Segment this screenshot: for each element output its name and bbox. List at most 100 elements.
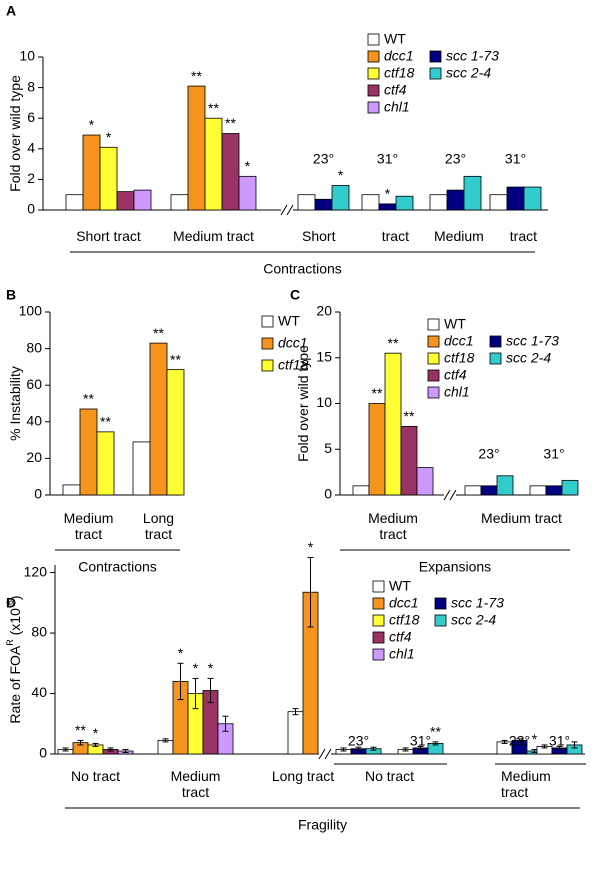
significance: ** — [83, 391, 94, 407]
y-axis-label-part: (x10 — [7, 608, 23, 639]
legend-swatch — [434, 614, 447, 627]
y-tick-label: 120 — [24, 563, 48, 579]
legend-label: ctf4 — [389, 629, 412, 645]
significance: ** — [208, 100, 219, 116]
x-tick-label: Short tract — [76, 228, 141, 244]
error-bar — [402, 747, 409, 752]
y-axis-label-part: Rate of FOA — [7, 645, 23, 723]
span-label: Short tract — [302, 228, 409, 244]
legend-swatch — [367, 50, 380, 63]
error-bar — [556, 745, 563, 750]
bar — [132, 441, 151, 496]
y-axis-label-part: R — [5, 639, 15, 646]
temperature-label: 31° — [377, 151, 398, 167]
y-tick-label: 40 — [26, 413, 42, 429]
bar — [400, 425, 418, 496]
y-tick-label: 5 — [324, 440, 332, 456]
bar — [297, 194, 316, 211]
legend-label: dcc1 — [444, 333, 474, 349]
legend-label: chl1 — [384, 99, 410, 115]
section-label: Fragility — [298, 817, 347, 833]
bar — [506, 186, 525, 211]
temperature-label: 23° — [445, 151, 466, 167]
bar — [496, 475, 514, 496]
bar — [378, 203, 397, 211]
significance: * — [93, 725, 99, 741]
x-tick-label: Medium tract — [63, 510, 114, 542]
significance: ** — [404, 408, 415, 424]
x-tick-label: Medium tract — [368, 510, 418, 542]
y-axis-label-part: ) — [7, 595, 23, 600]
bar — [352, 485, 370, 496]
y-tick-label: 2 — [27, 170, 35, 186]
bar — [480, 485, 498, 496]
legend-swatch — [367, 67, 380, 80]
bar — [395, 195, 414, 211]
temperature-label: 31° — [505, 151, 526, 167]
axis-break — [443, 489, 451, 501]
error-bar — [222, 715, 229, 732]
y-tick-label: 20 — [26, 449, 42, 465]
bar — [314, 198, 333, 211]
significance: * — [193, 660, 199, 676]
bar — [523, 186, 542, 211]
y-tick-label: 80 — [26, 339, 42, 355]
legend-label: scc 1-73 — [446, 48, 499, 64]
bar — [464, 485, 482, 496]
y-axis-label-part: -6 — [5, 600, 15, 608]
y-axis-label: Rate of FOAR (x10-6) — [5, 595, 22, 723]
error-bar — [207, 677, 214, 704]
error-bar — [192, 677, 199, 710]
error-bar — [92, 742, 99, 747]
bar — [149, 342, 168, 496]
y-tick-label: 10 — [19, 48, 35, 64]
legend-swatch — [372, 580, 385, 593]
y-axis-label: Fold over wild type — [295, 345, 311, 462]
legend-swatch — [489, 352, 502, 365]
error-bar — [355, 746, 362, 751]
legend-label: dcc1 — [384, 48, 414, 64]
legend-label: scc 2-4 — [451, 612, 496, 628]
bar — [187, 85, 206, 211]
span-label: Medium tract — [481, 510, 562, 526]
axis-break — [449, 489, 457, 501]
x-tick-label: Medium tract — [173, 228, 254, 244]
temperature-label: 31° — [410, 733, 431, 749]
legend-swatch — [489, 335, 502, 348]
error-bar — [177, 662, 184, 701]
y-tick-label: 10 — [316, 394, 332, 410]
error-bar — [370, 746, 377, 751]
legend-swatch — [427, 318, 440, 331]
temperature-label: 31° — [543, 446, 564, 462]
error-bar — [340, 747, 347, 752]
significance: * — [245, 158, 251, 174]
significance: ** — [430, 724, 441, 740]
legend-swatch — [429, 50, 442, 63]
legend-label: ctf18 — [389, 612, 420, 628]
bar — [561, 479, 579, 496]
y-tick-label: 4 — [27, 140, 35, 156]
y-tick-label: 0 — [324, 486, 332, 502]
legend-swatch — [427, 335, 440, 348]
significance: * — [89, 117, 95, 133]
bar — [116, 191, 135, 211]
legend-label: WT — [389, 578, 411, 594]
temperature-label: 23° — [348, 733, 369, 749]
significance: * — [308, 539, 314, 555]
y-tick-label: 8 — [27, 78, 35, 94]
x-tick-label: Long tract — [142, 510, 175, 542]
bar — [446, 189, 465, 211]
legend-swatch — [367, 84, 380, 97]
y-tick-label: 60 — [26, 376, 42, 392]
panel-label: B — [6, 287, 16, 303]
legend-swatch — [434, 597, 447, 610]
bar — [368, 403, 386, 496]
axis-break — [318, 748, 326, 760]
bar — [529, 485, 547, 496]
legend-label: scc 2-4 — [446, 65, 491, 81]
span-label: Medium tract — [434, 228, 537, 244]
legend-label: ctf18 — [278, 357, 309, 373]
legend-label: WT — [444, 316, 466, 332]
bar — [238, 175, 257, 211]
